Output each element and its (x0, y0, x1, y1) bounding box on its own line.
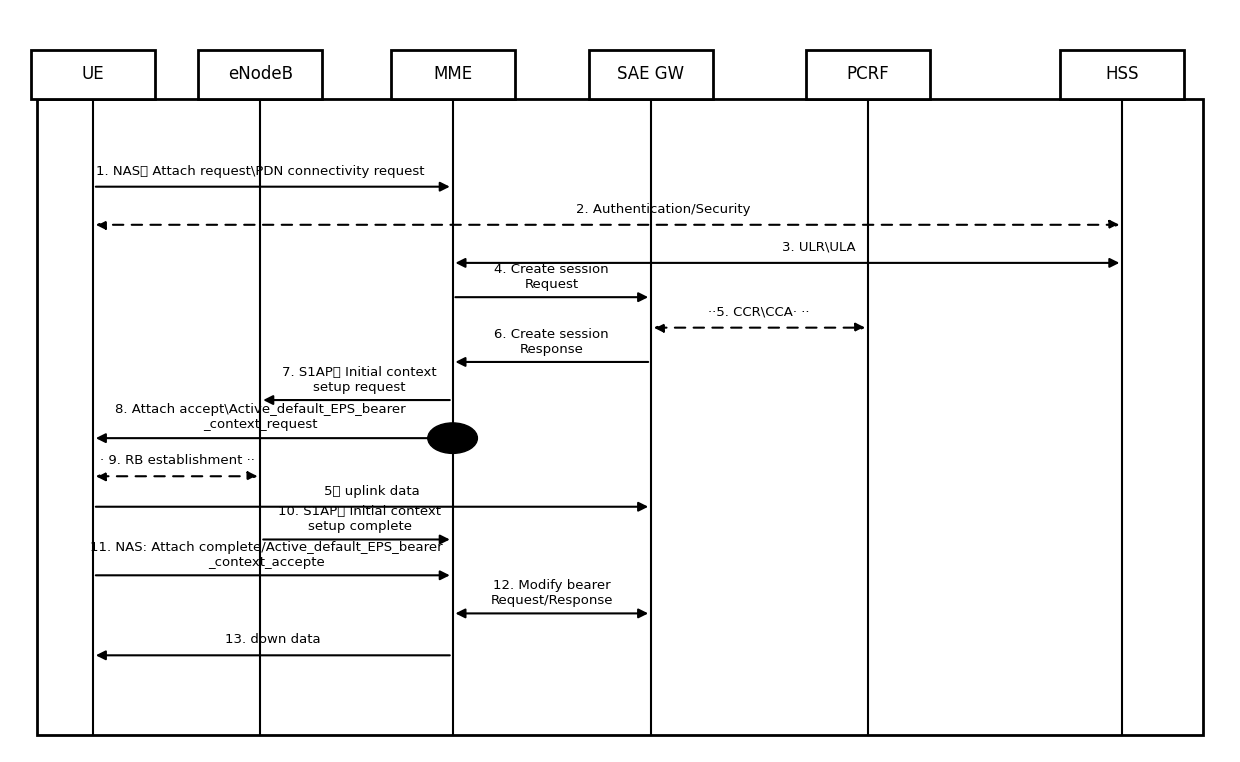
Text: 6. Create session
Response: 6. Create session Response (495, 328, 609, 356)
Text: 8. Attach accept\Active_default_EPS_bearer
_context_request: 8. Attach accept\Active_default_EPS_bear… (115, 402, 405, 431)
Text: SAE GW: SAE GW (618, 66, 684, 83)
Text: · 9. RB establishment ··: · 9. RB establishment ·· (100, 454, 254, 467)
Bar (1060, 50, 1184, 99)
Circle shape (428, 423, 477, 453)
Bar (37, 99, 1203, 735)
Text: 13. down data: 13. down data (224, 633, 321, 646)
Text: 10. S1AP： Initial context
setup complete: 10. S1AP： Initial context setup complete (278, 505, 441, 533)
Text: ··5. CCR\CCA· ··: ··5. CCR\CCA· ·· (708, 306, 810, 319)
Bar (391, 50, 515, 99)
Text: PCRF: PCRF (847, 66, 889, 83)
Text: 12. Modify bearer
Request/Response: 12. Modify bearer Request/Response (491, 579, 613, 607)
Text: 2. Authentication/Security: 2. Authentication/Security (577, 203, 750, 216)
Bar (806, 50, 930, 99)
Text: 3. ULR\ULA: 3. ULR\ULA (781, 241, 856, 254)
Bar (31, 50, 155, 99)
Text: 11. NAS: Attach complete/Active_default_EPS_bearer
_context_accepte: 11. NAS: Attach complete/Active_default_… (91, 541, 443, 569)
Text: 5、 uplink data: 5、 uplink data (324, 485, 420, 498)
Text: eNodeB: eNodeB (228, 66, 293, 83)
Text: 4. Create session
Request: 4. Create session Request (495, 263, 609, 291)
Text: MME: MME (433, 66, 472, 83)
Bar (198, 50, 322, 99)
Text: 7. S1AP： Initial context
setup request: 7. S1AP： Initial context setup request (283, 366, 436, 394)
Text: UE: UE (82, 66, 104, 83)
Text: HSS: HSS (1105, 66, 1140, 83)
Bar (589, 50, 713, 99)
Text: 1. NAS： Attach request\PDN connectivity request: 1. NAS： Attach request\PDN connectivity … (97, 165, 424, 178)
